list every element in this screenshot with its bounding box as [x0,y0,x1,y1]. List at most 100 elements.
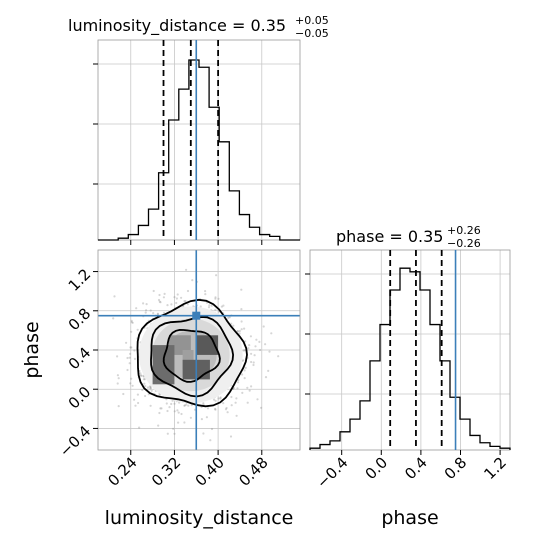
phase-marginal-xtick-label: 0.4 [401,454,431,484]
scatter-point [133,398,136,401]
scatter-point [130,321,133,324]
title-phase-sup: +0.26 [447,224,481,237]
scatter-point [259,348,262,352]
scatter-point [235,414,238,417]
frame-luminosity-distance-marginal [97,39,301,241]
scatter-point [208,304,211,307]
scatter-point [183,421,186,424]
title-phase-sub: −0.26 [447,237,481,250]
joint-xtick-label: 0.40 [192,454,228,490]
scatter-point [170,303,173,306]
scatter-point [158,411,161,415]
scatter-point [152,289,155,293]
scatter-point [157,298,161,302]
scatter-point [224,408,228,411]
scatter-point [237,330,240,333]
scatter-point [128,362,131,365]
scatter-point [256,398,259,401]
phase-marginal-xtick-label: 1.2 [480,454,510,484]
joint-ytick-label: 0.0 [65,383,95,413]
scatter-point [141,388,144,392]
scatter-point [214,408,217,411]
scatter-point [176,293,179,296]
scatter-point [204,293,207,296]
scatter-point [217,297,220,300]
scatter-point [136,393,139,396]
title-luminosity-distance: luminosity_distance = 0.35 [68,16,286,36]
scatter-point [248,389,251,392]
scatter-point [162,296,165,299]
scatter-point [190,404,193,407]
ylabel-phase: phase [21,321,43,378]
scatter-point [277,355,280,358]
scatter-point [214,407,217,410]
scatter-point [133,349,136,352]
joint-ytick-label: 0.4 [65,344,95,374]
scatter-point [214,308,217,311]
scatter-point [202,402,205,405]
panel-luminosity-distance-marginal: luminosity_distance = 0.35 +0.05 −0.05 [68,14,329,245]
phase-marginal-xtick-label: 0.8 [441,454,471,484]
scatter-point [122,392,125,396]
scatter-point [214,297,217,300]
truth-marker [192,311,201,320]
scatter-point [117,405,120,408]
scatter-point [130,330,133,333]
title-phase: phase = 0.35 [336,227,443,246]
scatter-point [212,398,216,401]
scatter-point [250,352,253,355]
scatter-point [165,402,168,405]
scatter-point [264,376,268,379]
scatter-point [116,382,119,385]
scatter-point [128,356,131,359]
scatter-point [160,407,163,410]
scatter-point [126,368,129,372]
scatter-point [204,290,207,293]
scatter-point [180,412,183,416]
scatter-point [175,297,178,300]
scatter-point [215,274,218,277]
histogram-phase [309,267,511,450]
scatter-point [130,377,133,380]
scatter-point [135,307,138,310]
phase-marginal-xtick-label: 0.0 [362,454,392,484]
scatter-point [172,427,175,430]
scatter-point [202,432,205,435]
scatter-point [131,321,134,324]
scatter-point [131,384,134,387]
scatter-point [139,374,143,377]
scatter-point [240,328,243,331]
scatter-point [222,304,225,307]
scatter-point [243,369,246,372]
joint-xtick-label: 0.48 [235,454,271,490]
scatter-point [173,410,176,413]
joint-ytick-label: 0.8 [65,304,95,334]
scatter-point [232,324,235,327]
scatter-point [205,416,208,419]
scatter-point [237,381,240,384]
scatter-point [149,387,152,390]
scatter-point [146,386,150,389]
scatter-point [252,363,255,367]
scatter-point [226,411,229,414]
scatter-point [142,302,145,305]
contour-level [136,298,248,408]
scatter-point [156,312,159,315]
scatter-point [144,385,147,388]
scatter-point [183,300,186,303]
scatter-point [129,382,132,385]
scatter-point [189,416,192,419]
scatter-point [170,402,173,406]
scatter-point [230,404,233,407]
scatter-point [180,296,183,299]
scatter-point [183,404,186,407]
scatter-point [177,411,180,414]
scatter-point [206,407,210,410]
scatter-point [183,404,186,407]
scatter-point [184,300,187,303]
scatter-point [249,335,252,338]
joint-xtick-label: 0.32 [148,454,184,490]
frame-phase-marginal [309,249,511,451]
scatter-point [142,378,145,381]
contour-level [150,316,235,398]
